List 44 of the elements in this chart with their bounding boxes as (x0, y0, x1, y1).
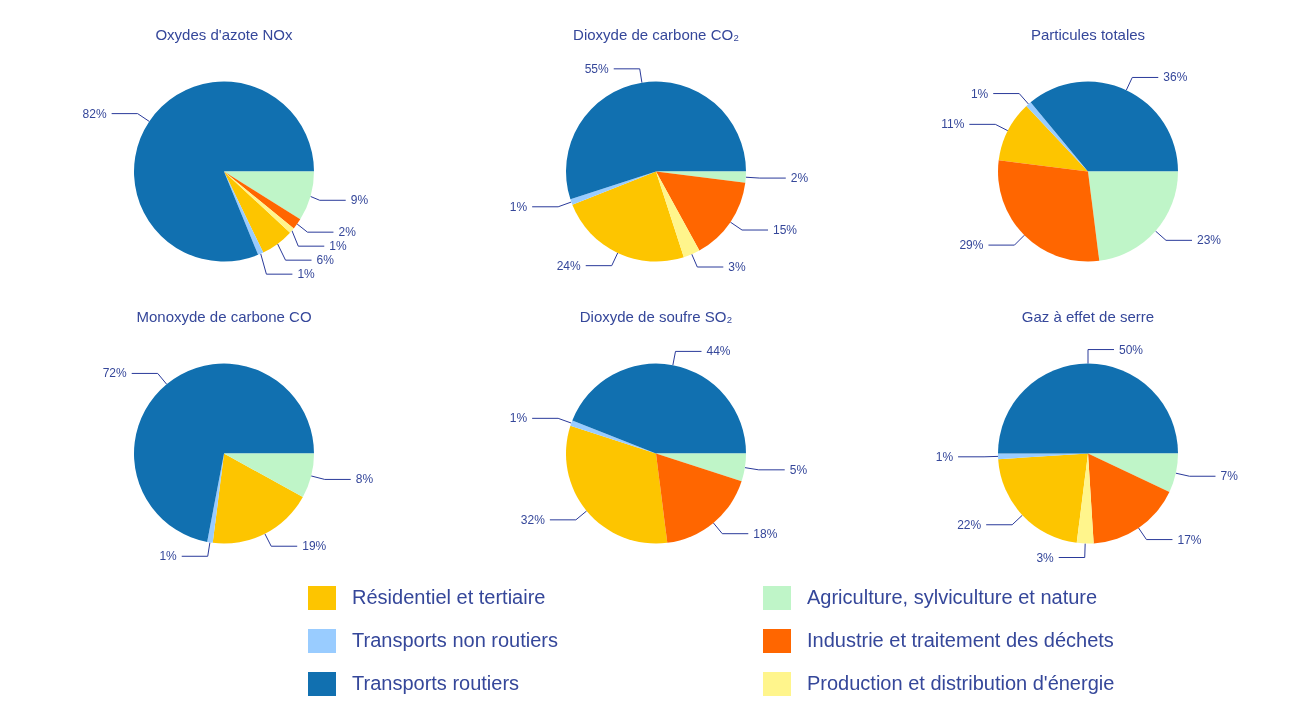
data-label: 9% (350, 193, 369, 208)
data-label: 55% (584, 61, 610, 76)
data-label: 6% (316, 253, 335, 268)
data-label: 32% (520, 512, 546, 527)
data-label: 22% (957, 517, 982, 532)
data-label: 8% (355, 472, 374, 487)
data-label: 3% (728, 260, 746, 275)
chart-title: Gaz à effet de serre (1021, 308, 1155, 325)
data-label: 18% (753, 526, 778, 541)
data-label: 44% (706, 344, 731, 359)
data-label: 19% (302, 539, 327, 554)
data-label: 2% (338, 225, 357, 240)
data-label: 24% (556, 258, 582, 273)
data-label: 11% (941, 117, 965, 132)
data-label: 1% (159, 549, 178, 564)
legend-label: Production et distribution d'énergie (807, 672, 1115, 695)
data-label: 1% (970, 86, 989, 101)
chart-title: Dioxyde de carbone CO₂ (573, 26, 740, 43)
chart-title: Monoxyde de carbone CO (136, 308, 312, 325)
data-label: 1% (329, 239, 347, 254)
legend-label: Agriculture, sylviculture et nature (807, 586, 1098, 609)
data-label: 15% (773, 223, 798, 238)
data-label: 36% (1163, 70, 1188, 85)
data-label: 2% (790, 171, 809, 186)
data-label: 23% (1197, 233, 1222, 248)
data-label: 3% (1036, 550, 1055, 565)
data-label: 50% (1119, 342, 1144, 357)
legend-label: Transports routiers (352, 672, 520, 695)
data-label: 1% (509, 199, 528, 214)
data-label: 7% (1220, 469, 1239, 484)
data-label: 82% (82, 106, 107, 121)
chart-title: Dioxyde de soufre SO₂ (579, 308, 733, 325)
data-label: 5% (789, 462, 808, 477)
data-label: 1% (297, 267, 316, 282)
legend-label: Industrie et traitement des déchets (807, 629, 1114, 652)
data-label: 17% (1177, 532, 1202, 547)
chart-title: Particules totales (1030, 26, 1146, 43)
data-label: 1% (509, 411, 528, 426)
legend-label: Transports non routiers (352, 629, 559, 652)
legend-label: Résidentiel et tertiaire (352, 586, 546, 609)
data-label: 1% (935, 449, 954, 464)
data-label: 29% (959, 238, 984, 253)
chart-title: Oxydes d'azote NOx (155, 26, 294, 43)
data-label: 72% (102, 366, 128, 381)
